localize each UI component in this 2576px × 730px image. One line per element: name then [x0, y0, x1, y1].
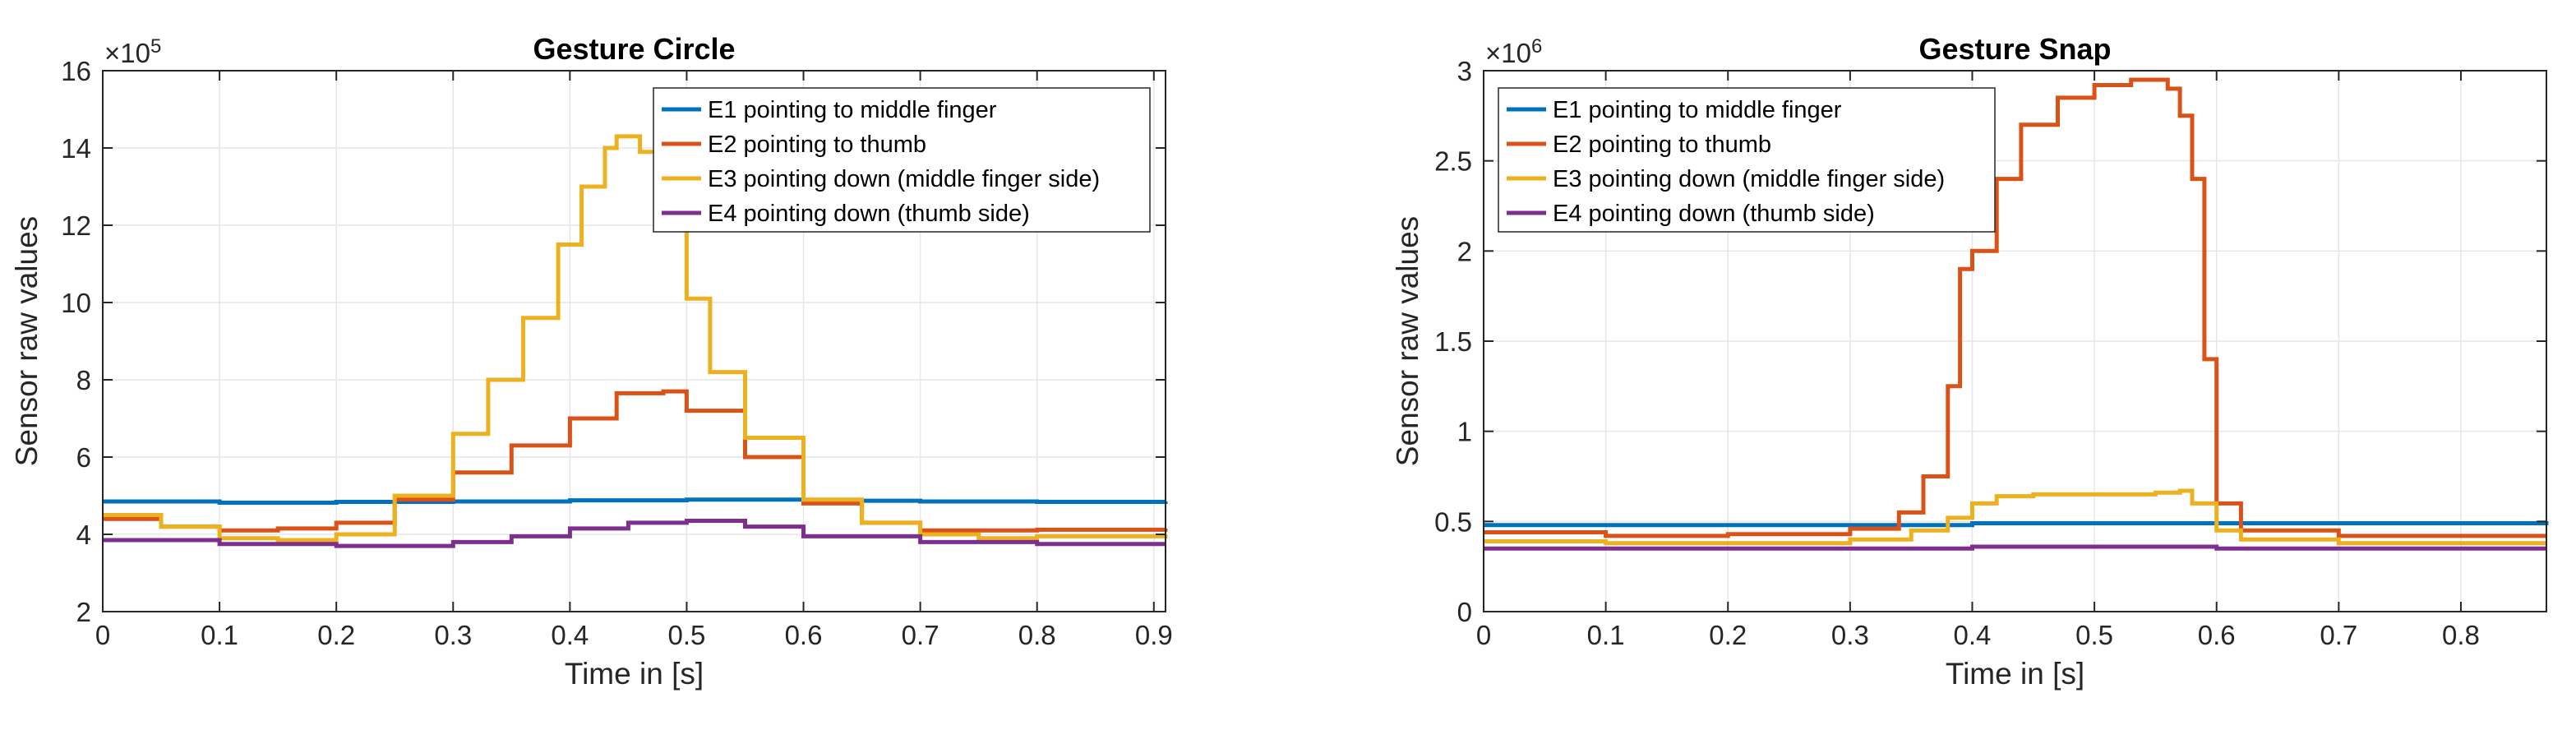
x-tick-label: 0.6	[785, 620, 823, 650]
y-axis-exponent: ×105	[104, 35, 161, 68]
legend-entry-label: E4 pointing down (thumb side)	[1553, 201, 1875, 227]
series-line-e3	[103, 134, 1168, 543]
x-axis-ticks: 0 0.1 0.2 0.3 0.4 0.5 0.6 0.7 0.8	[1476, 71, 2480, 650]
series-line-e2	[1484, 77, 2546, 538]
x-tick-label: 0	[95, 620, 110, 650]
x-tick-label: 0.7	[902, 620, 939, 650]
legend-entry-label: E4 pointing down (thumb side)	[708, 201, 1030, 227]
x-axis-label: Time in [s]	[1946, 657, 2084, 691]
legend-entry-label: E3 pointing down (middle finger side)	[708, 166, 1100, 192]
x-tick-label: 0.4	[551, 620, 589, 650]
chart-gesture-snap: 0 0.1 0.2 0.3 0.4 0.5 0.6 0.7 0.8 00.511.522.53 …	[1391, 32, 2549, 691]
legend-entry-label: E3 pointing down (middle finger side)	[1553, 166, 1945, 192]
y-tick-label: 12	[61, 210, 91, 241]
exponent-base: ×10	[1485, 38, 1531, 68]
legend: E1 pointing to middle finger E2 pointing …	[653, 87, 1151, 233]
y-tick-label: 0.5	[1434, 506, 1472, 537]
x-axis-label: Time in [s]	[565, 657, 704, 691]
legend-box	[653, 87, 1151, 233]
x-tick-label: 0.2	[1709, 620, 1747, 650]
y-tick-label: 8	[76, 365, 91, 395]
y-axis-ticks: 2 4 6 8 10 12 14 16	[61, 56, 1166, 627]
legend-entry-label: E1 pointing to middle finger	[708, 97, 997, 123]
exponent-power: 6	[1531, 35, 1542, 58]
y-tick-label: 4	[76, 520, 91, 550]
series-line-e4	[1484, 544, 2546, 551]
series-group	[103, 134, 1168, 548]
x-axis-ticks: 0 0.1 0.2 0.3 0.4 0.5 0.6 0.7 0.8 0.9	[95, 71, 1173, 650]
y-axis-label: Sensor raw values	[10, 216, 44, 466]
y-tick-label: 2	[76, 597, 91, 627]
x-tick-label: 0	[1476, 620, 1491, 650]
legend-entry-label: E1 pointing to middle finger	[1553, 97, 1842, 123]
x-tick-label: 0.6	[2198, 620, 2236, 650]
y-tick-label: 3	[1457, 56, 1472, 86]
y-tick-label: 10	[61, 288, 91, 318]
x-tick-label: 0.8	[1018, 620, 1056, 650]
series-line-e1	[103, 497, 1168, 505]
y-tick-label: 2.5	[1434, 146, 1472, 177]
chart-gesture-circle: 0 0.1 0.2 0.3 0.4 0.5 0.6 0.7 0.8 0.9 2 4 6 8 10 12 14 1…	[10, 32, 1173, 691]
series-line-e3	[1484, 488, 2546, 546]
chart-title: Gesture Snap	[1918, 32, 2111, 66]
series-line-e1	[1484, 521, 2549, 528]
y-tick-label: 2	[1457, 236, 1472, 266]
plot-area-border	[102, 70, 1166, 612]
series-line-e2	[103, 389, 1168, 533]
series-line-e4	[103, 519, 1166, 548]
y-tick-label: 1	[1457, 417, 1472, 447]
chart-title: Gesture Circle	[533, 32, 735, 66]
y-tick-label: 16	[61, 56, 91, 86]
legend-box	[1498, 87, 1996, 233]
x-tick-label: 0.8	[2442, 620, 2480, 650]
x-tick-label: 0.2	[317, 620, 355, 650]
legend-entry-label: E2 pointing to thumb	[708, 132, 926, 158]
x-tick-label: 0.9	[1135, 620, 1173, 650]
x-tick-label: 0.7	[2320, 620, 2357, 650]
exponent-base: ×10	[104, 38, 150, 68]
x-tick-label: 0.3	[434, 620, 472, 650]
y-tick-label: 1.5	[1434, 326, 1472, 357]
x-tick-label: 0.1	[1587, 620, 1625, 650]
x-tick-label: 0.4	[1954, 620, 1992, 650]
y-tick-label: 14	[61, 133, 91, 164]
y-axis-exponent: ×106	[1485, 35, 1542, 68]
y-axis-ticks: 0 0.5 1 1.5 2 2.5 3	[1434, 56, 2546, 627]
exponent-power: 5	[150, 35, 161, 58]
legend-entry-label: E2 pointing to thumb	[1553, 132, 1771, 158]
x-tick-label: 0.5	[2075, 620, 2113, 650]
y-tick-label: 6	[76, 442, 91, 473]
y-axis-label: Sensor raw values	[1391, 216, 1424, 466]
x-tick-label: 0.1	[201, 620, 238, 650]
legend: E1 pointing to middle finger E2 pointing …	[1498, 87, 1996, 233]
x-tick-label: 0.3	[1831, 620, 1869, 650]
x-tick-label: 0.5	[668, 620, 706, 650]
y-tick-label: 0	[1457, 597, 1472, 627]
